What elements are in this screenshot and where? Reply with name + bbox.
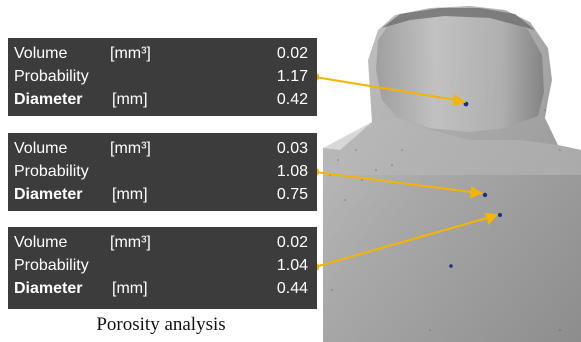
diameter-unit: [mm]: [112, 91, 148, 108]
diameter-unit: [mm]: [112, 186, 148, 203]
part-body: [323, 6, 581, 342]
part-knob: [376, 11, 544, 132]
pore-info-panel-3: Volume [mm³] 0.02 Probability 1.04 Diame…: [8, 227, 317, 309]
callout-arrow-1: [452, 94, 467, 107]
volume-value: 0.03: [276, 140, 308, 157]
pore-info-panel-1: Volume [mm³] 0.02 Probability 1.17 Diame…: [8, 38, 317, 116]
probability-label: Probability: [14, 257, 89, 274]
volume-label: Volume: [14, 140, 68, 157]
pore-info-panel-2: Volume [mm³] 0.03 Probability 1.08 Diame…: [8, 133, 317, 211]
diameter-label: Diameter: [14, 186, 83, 203]
volume-unit: [mm³]: [110, 234, 151, 251]
diameter-label: Diameter: [14, 91, 83, 108]
volume-unit: [mm³]: [110, 45, 151, 62]
surface-speckles: [329, 89, 561, 331]
pores: [449, 101, 502, 268]
probability-label: Probability: [14, 68, 89, 85]
probability-value: 1.08: [276, 163, 308, 180]
callout-line-3: [314, 215, 495, 268]
pore-2: [482, 192, 488, 198]
volume-value: 0.02: [276, 45, 308, 62]
probability-label: Probability: [14, 163, 89, 180]
callout-arrow-3: [484, 212, 499, 225]
callout-lines: [310, 72, 499, 272]
diameter-label: Diameter: [14, 280, 83, 297]
callout-arrow-2: [469, 186, 484, 199]
pore-3: [498, 213, 502, 217]
volume-unit: [mm³]: [110, 140, 151, 157]
diameter-value: 0.42: [276, 91, 308, 108]
probability-value: 1.17: [276, 68, 308, 85]
diameter-unit: [mm]: [112, 280, 148, 297]
volume-label: Volume: [14, 234, 68, 251]
callout-line-1: [314, 76, 463, 102]
probability-row: Probability 1.04: [14, 254, 308, 277]
diameter-value: 0.44: [276, 280, 308, 297]
volume-value: 0.02: [276, 234, 308, 251]
diameter-row: Diameter [mm] 0.44: [14, 277, 308, 300]
diameter-value: 0.75: [276, 186, 308, 203]
part-rim: [382, 8, 535, 30]
figure-caption: Porosity analysis: [96, 314, 226, 335]
pore-4: [449, 264, 453, 268]
probability-row: Probability 1.17: [14, 65, 308, 88]
volume-row: Volume [mm³] 0.03: [14, 137, 308, 160]
volume-label: Volume: [14, 45, 68, 62]
diameter-row: Diameter [mm] 0.42: [14, 88, 308, 111]
pore-1: [463, 101, 469, 107]
probability-row: Probability 1.08: [14, 160, 308, 183]
diameter-row: Diameter [mm] 0.75: [14, 183, 308, 206]
part-shoulder: [323, 118, 581, 175]
probability-value: 1.04: [276, 257, 308, 274]
volume-row: Volume [mm³] 0.02: [14, 231, 308, 254]
volume-row: Volume [mm³] 0.02: [14, 42, 308, 65]
callout-line-2: [314, 171, 480, 194]
